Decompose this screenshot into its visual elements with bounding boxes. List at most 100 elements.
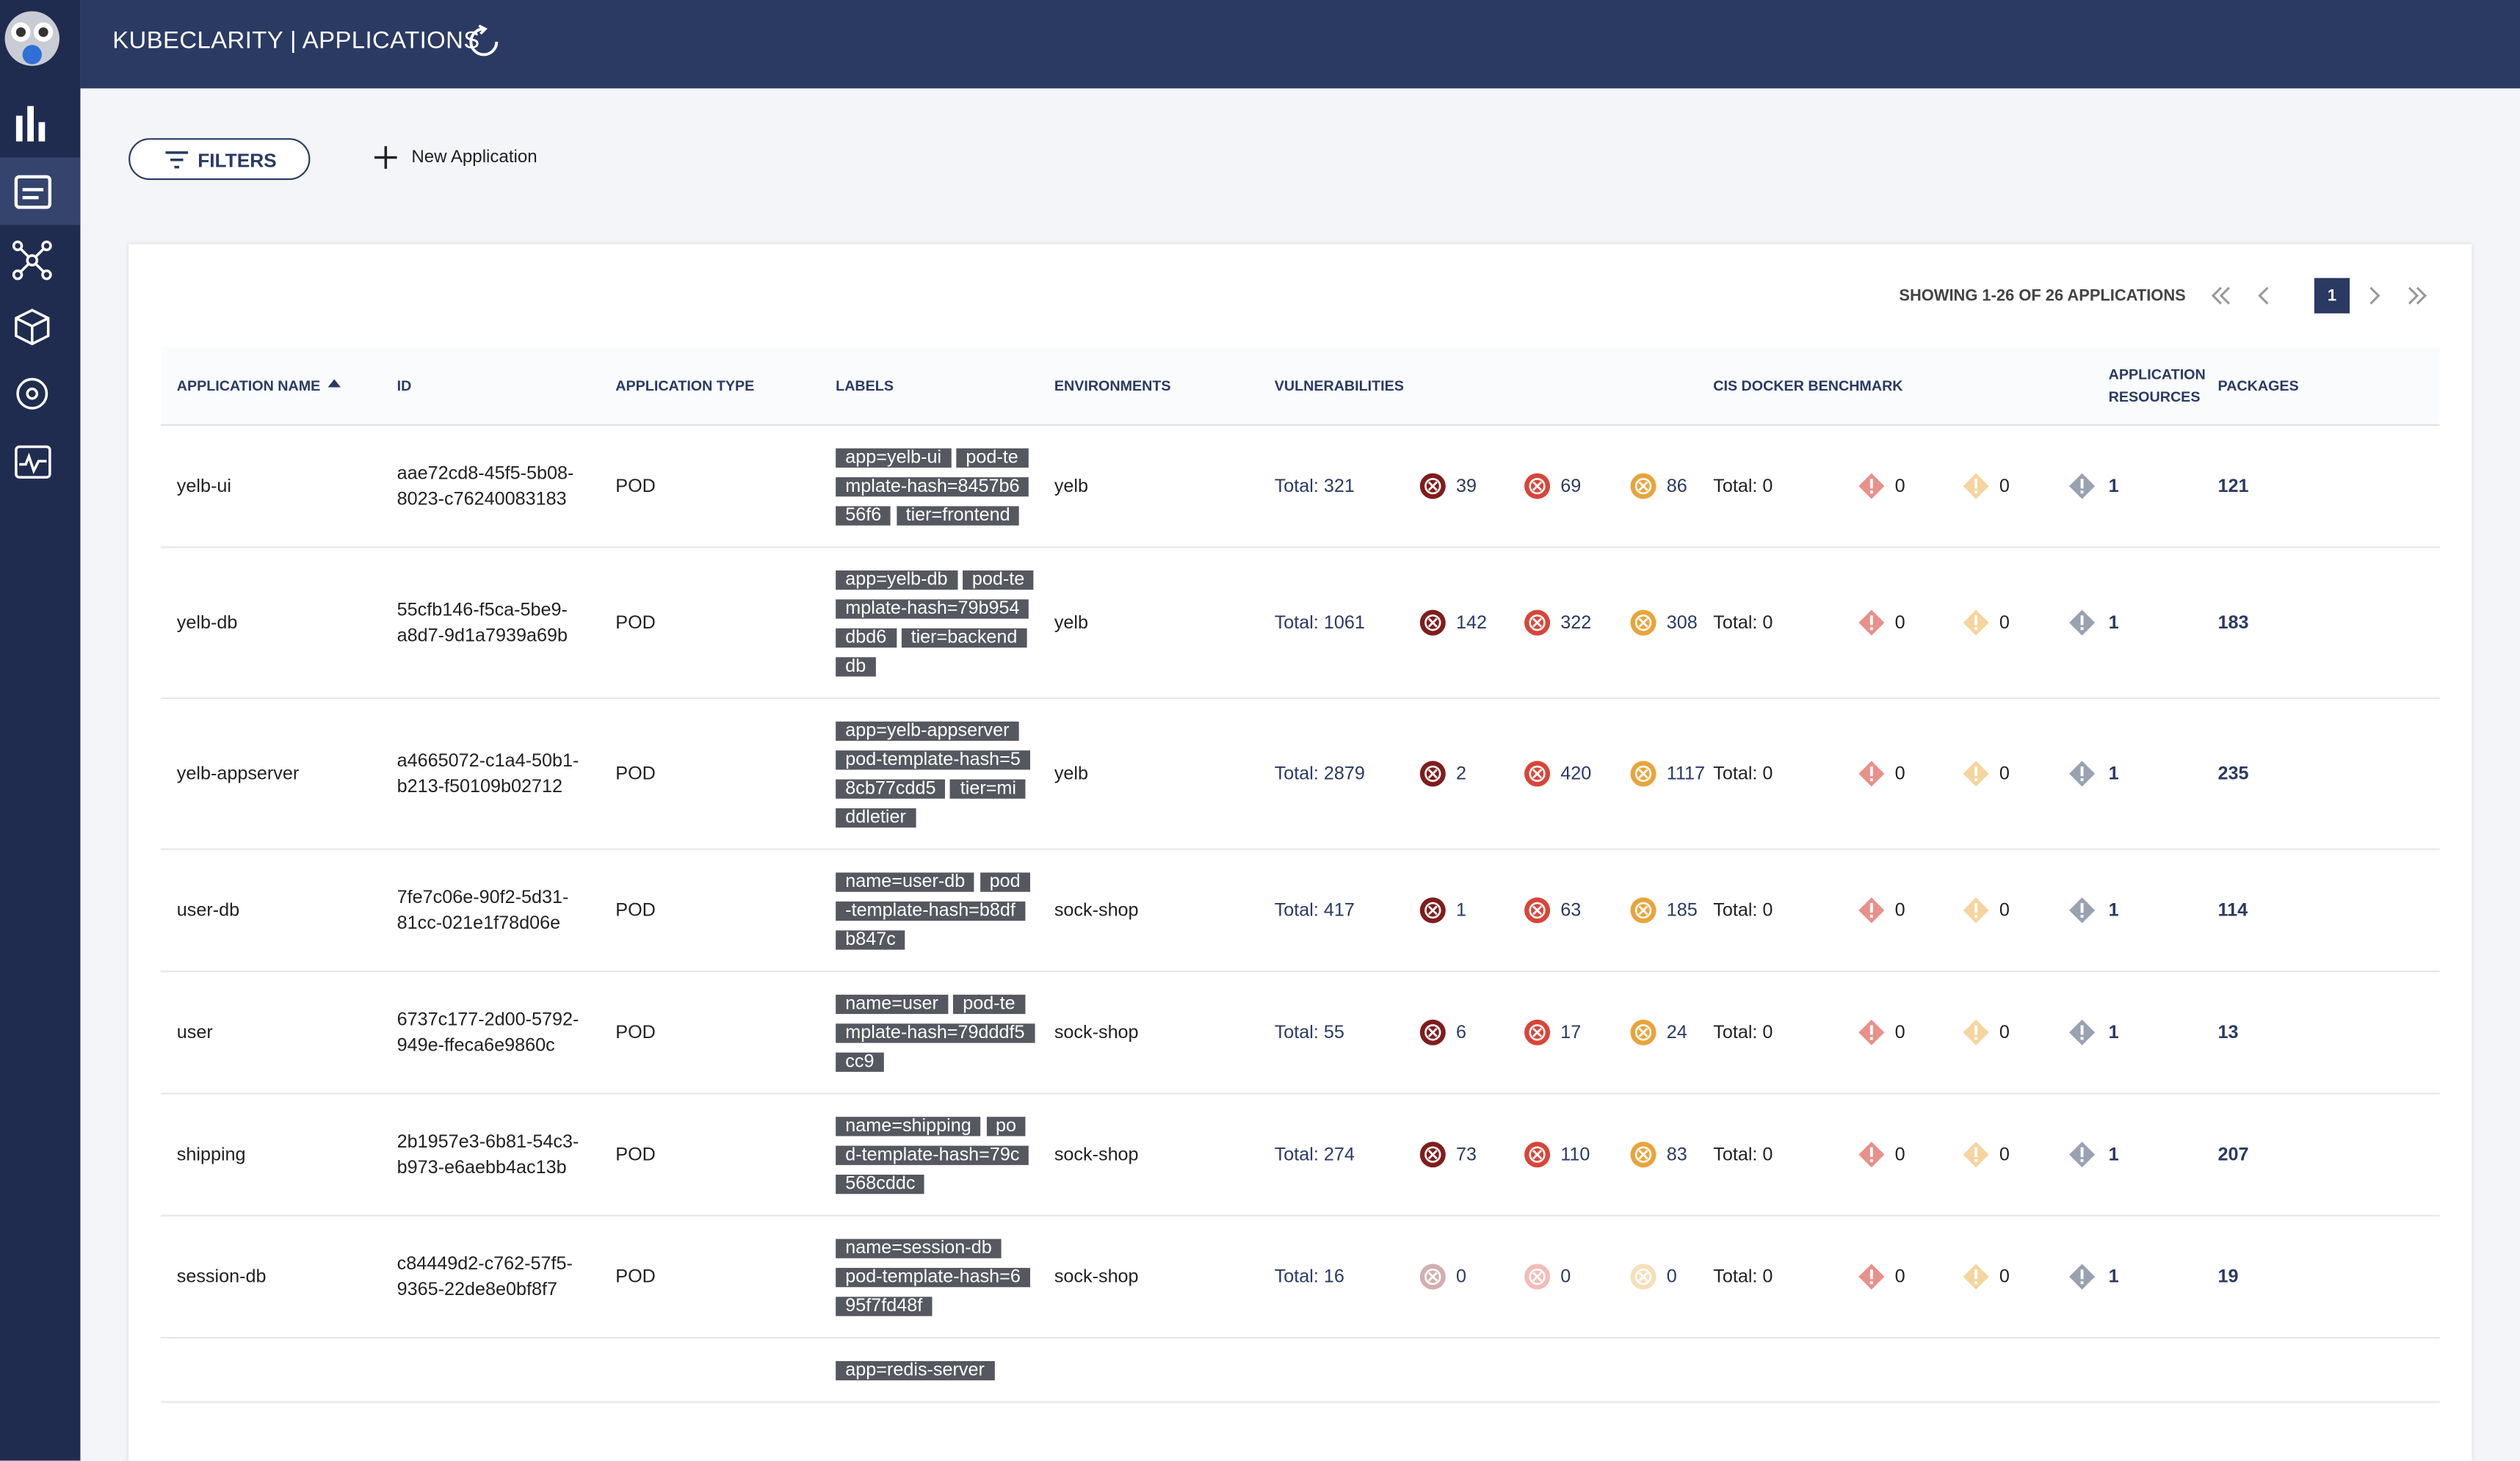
count: 0: [1894, 764, 1905, 784]
label-tag: name=user: [836, 993, 949, 1013]
count: 6: [1456, 1023, 1467, 1043]
medium-icon: [1630, 761, 1657, 787]
cis-medium-icon: [1963, 609, 1989, 636]
cis-medium-count: 0: [1963, 1019, 2068, 1046]
high-count: 0: [1524, 1263, 1629, 1290]
cis-total: Total: 0: [1713, 476, 1773, 496]
vuln-total: Total: 2879: [1274, 764, 1365, 784]
header-row: APPLICATION NAME ID APPLICATION TYPE LABELS…: [160, 347, 2440, 427]
count: 420: [1560, 764, 1592, 784]
cis-low-cell: [2068, 896, 2109, 924]
count: 110: [1560, 1145, 1590, 1164]
high-icon: [1524, 1142, 1551, 1168]
critical-count: 1: [1419, 896, 1524, 924]
filters-label: FILTERS: [198, 149, 277, 173]
cis-medium-icon: [1963, 473, 1989, 499]
app-id: 2b1957e3-6b81-54c3-b973-e6aebb4ac13b: [397, 1131, 579, 1178]
cis-total: Total: 0: [1713, 1023, 1773, 1043]
environment: sock-shop: [1054, 900, 1139, 921]
table-row[interactable]: user 6737c177-2d00-5792-949e-ffeca6e9860c…: [160, 972, 2440, 1095]
packages: 235: [2217, 764, 2249, 784]
medium-icon: [1630, 1142, 1657, 1168]
count: 0: [1894, 613, 1905, 633]
count: 39: [1456, 476, 1477, 496]
refresh-icon[interactable]: [466, 24, 502, 59]
table-row[interactable]: yelb-ui aae72cd8-45f5-5b08-8023-c76240083…: [160, 426, 2440, 548]
vuln-total: Total: 55: [1274, 1023, 1344, 1043]
cis-total: Total: 0: [1713, 1266, 1773, 1287]
cis-medium-icon: [1963, 761, 1989, 787]
current-page[interactable]: 1: [2314, 278, 2350, 313]
cis-medium-count: 0: [1963, 473, 2068, 500]
app-type: POD: [615, 900, 656, 921]
cis-high-icon: [1858, 1019, 1885, 1045]
next-buttons[interactable]: [2366, 284, 2430, 307]
table-row[interactable]: user-db 7fe7c06e-90f2-5d31-81cc-021e1f78d…: [160, 850, 2440, 973]
high-icon: [1524, 609, 1551, 636]
cis-medium-icon: [1963, 1019, 1989, 1045]
table-row[interactable]: app=redis-server: [160, 1338, 2440, 1403]
labels-cell: app=yelb-ui pod-template-hash=8457b656f6…: [836, 443, 1029, 529]
count: 0: [1999, 1266, 2010, 1287]
cis-low-cell: [2068, 1019, 2109, 1046]
table-row[interactable]: yelb-appserver a4665072-c1a4-50b1-b213-f5…: [160, 699, 2440, 850]
prev-buttons[interactable]: [2208, 284, 2298, 307]
plus-icon: [374, 146, 397, 169]
critical-count: 6: [1419, 1019, 1524, 1046]
count: 86: [1666, 476, 1687, 496]
cis-low-icon: [2069, 1264, 2096, 1290]
table-row[interactable]: yelb-db 55cfb146-f5ca-5be9-a8d7-9d1a7939a…: [160, 548, 2440, 700]
column-header: LABELS: [836, 377, 894, 394]
cis-high-icon: [1858, 761, 1885, 787]
count: 1: [1456, 900, 1467, 921]
column-header: CIS DOCKER BENCHMARK: [1713, 377, 1903, 394]
filters-button[interactable]: FILTERS: [128, 138, 311, 181]
nav-icons: [4, 11, 59, 479]
table-row[interactable]: shipping 2b1957e3-6b81-54c3-b973-e6aebb4a…: [160, 1095, 2440, 1217]
cis-total: Total: 0: [1713, 1145, 1773, 1164]
environment: yelb: [1054, 476, 1089, 496]
packages: 183: [2217, 613, 2249, 633]
app-type: POD: [615, 1023, 656, 1043]
count: 0: [1999, 1145, 2010, 1164]
label-tag: name=session-db: [836, 1238, 1002, 1258]
critical-count: 0: [1419, 1263, 1524, 1290]
cis-low-icon: [2069, 609, 2096, 636]
count: 17: [1560, 1023, 1582, 1043]
column-header: PACKAGES: [2217, 377, 2299, 394]
column-header[interactable]: APPLICATION NAME: [177, 377, 397, 394]
cis-medium-count: 0: [1963, 760, 2068, 787]
count: 0: [1894, 900, 1905, 921]
high-icon: [1524, 1264, 1551, 1290]
high-icon: [1524, 761, 1551, 787]
app-name: shipping: [176, 1145, 246, 1164]
vuln-total: Total: 16: [1274, 1266, 1344, 1287]
applications-table: APPLICATION NAME ID APPLICATION TYPE LABELS…: [160, 347, 2440, 1403]
count: 69: [1560, 476, 1582, 496]
column-header: APPLICATION TYPE: [615, 377, 755, 394]
app-id: c84449d2-c762-57f5-9365-22de8e0bf8f7: [397, 1254, 573, 1299]
sort-arrow: [328, 379, 341, 388]
medium-count: 24: [1629, 1019, 1713, 1046]
cis-medium-icon: [1963, 1264, 1989, 1290]
table-row[interactable]: session-db c84449d2-c762-57f5-9365-22de8e…: [160, 1217, 2440, 1339]
count: 322: [1560, 613, 1592, 633]
medium-count: 83: [1629, 1141, 1713, 1168]
environment: sock-shop: [1054, 1023, 1139, 1043]
count: 0: [1894, 1145, 1905, 1164]
app-type: POD: [615, 613, 656, 633]
high-icon: [1524, 897, 1551, 924]
labels-cell: app=redis-server: [836, 1355, 1025, 1384]
app-name: yelb-appserver: [176, 764, 300, 784]
medium-icon: [1630, 897, 1657, 924]
resources: 1: [2108, 1266, 2119, 1287]
high-count: 17: [1524, 1019, 1629, 1046]
cis-total: Total: 0: [1713, 764, 1773, 784]
column-header: ENVIRONMENTS: [1054, 377, 1171, 394]
applications-card: SHOWING 1-26 OF 26 APPLICATIONS 1 APPLIC…: [128, 244, 2472, 1461]
count: 63: [1560, 900, 1582, 921]
critical-count: 2: [1419, 760, 1524, 787]
packages: 19: [2217, 1266, 2239, 1287]
cis-low-icon: [2069, 761, 2096, 787]
